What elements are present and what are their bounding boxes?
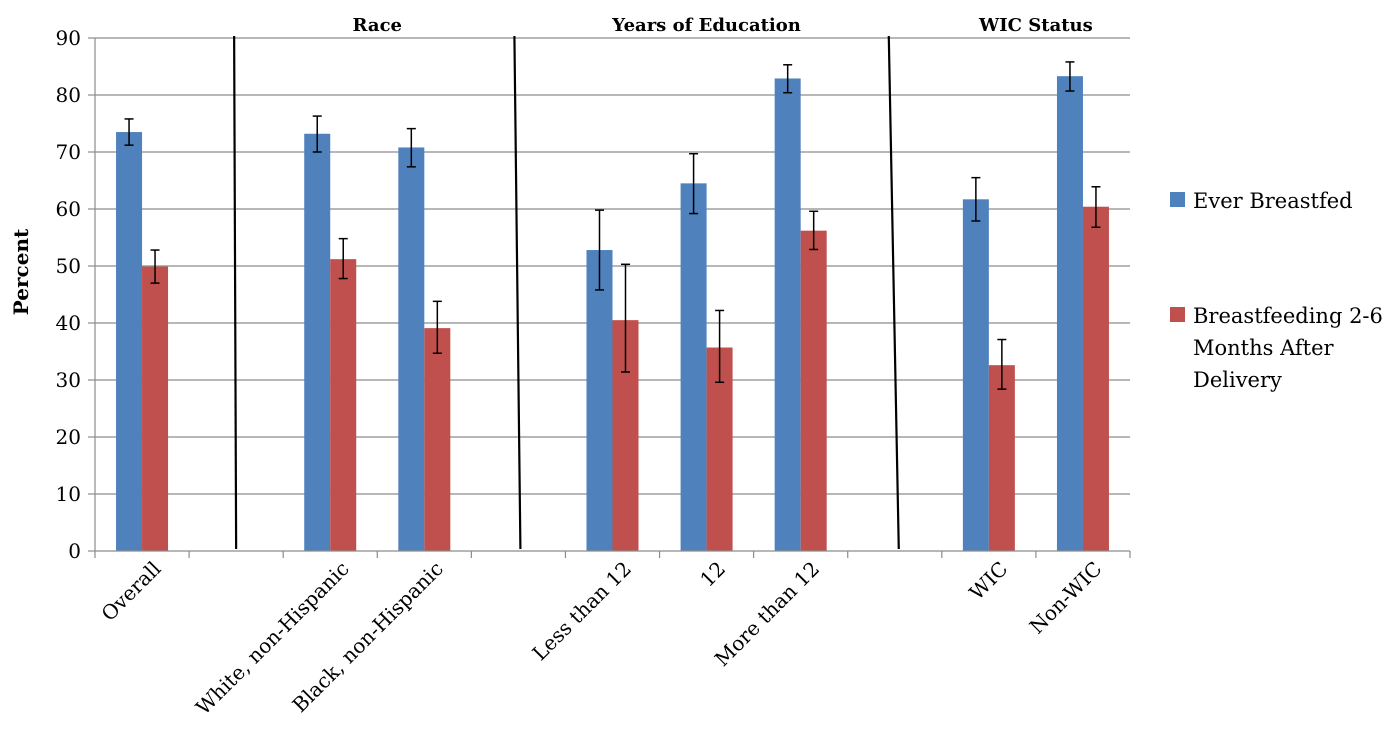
y-tick-label: 60 <box>56 197 81 221</box>
bar <box>398 147 425 551</box>
category-label: 12 <box>695 557 730 592</box>
y-tick-label: 30 <box>56 368 81 392</box>
legend-label-line: Breastfeeding 2-6 <box>1193 304 1383 328</box>
bar <box>800 230 827 551</box>
category-label: White, non-Hispanic <box>191 557 354 720</box>
y-tick-label: 10 <box>56 482 81 506</box>
group-divider <box>513 35 522 550</box>
bar <box>424 328 451 551</box>
y-tick-label: 40 <box>56 311 81 335</box>
y-tick-label: 80 <box>56 83 81 107</box>
bars <box>116 76 1109 552</box>
bar <box>774 78 801 551</box>
category-label: Overall <box>96 557 165 626</box>
bar <box>330 259 357 551</box>
bar <box>1056 76 1083 551</box>
group-dividers <box>233 35 900 550</box>
bar <box>586 250 613 552</box>
group-header: Race <box>353 15 402 36</box>
bar <box>680 183 707 551</box>
legend-label-line: Months After <box>1193 336 1335 360</box>
legend-label-line: Delivery <box>1193 368 1282 392</box>
y-tick-labels: 0 10 20 30 40 50 60 70 80 90 <box>56 26 81 563</box>
bar <box>1082 206 1109 551</box>
category-label: Less than 12 <box>527 557 636 666</box>
y-tick-label: 20 <box>56 425 81 449</box>
bar <box>142 266 169 551</box>
bar <box>304 133 331 551</box>
y-tick-label: 90 <box>56 26 81 50</box>
group-headers: Race Years of Education WIC Status <box>353 15 1093 36</box>
group-header: Years of Education <box>611 15 801 36</box>
category-label: WIC <box>964 557 1012 605</box>
group-header: WIC Status <box>978 15 1093 36</box>
y-axis-label: Percent <box>9 228 33 315</box>
bar <box>988 365 1015 551</box>
y-tick-label: 0 <box>68 539 81 563</box>
y-tick-label: 70 <box>56 140 81 164</box>
group-divider <box>233 35 238 550</box>
legend-label: Ever Breastfed <box>1193 189 1353 213</box>
legend-swatch <box>1170 192 1185 207</box>
axes <box>94 38 1131 558</box>
bar <box>962 199 989 551</box>
bar <box>116 132 143 552</box>
legend-swatch <box>1170 307 1185 322</box>
group-divider <box>887 35 900 550</box>
legend: Ever Breastfed Breastfeeding 2-6 Months Af… <box>1170 189 1383 392</box>
error-bars <box>124 61 1101 390</box>
y-tick-label: 50 <box>56 254 81 278</box>
category-label: Non-WIC <box>1025 557 1107 639</box>
